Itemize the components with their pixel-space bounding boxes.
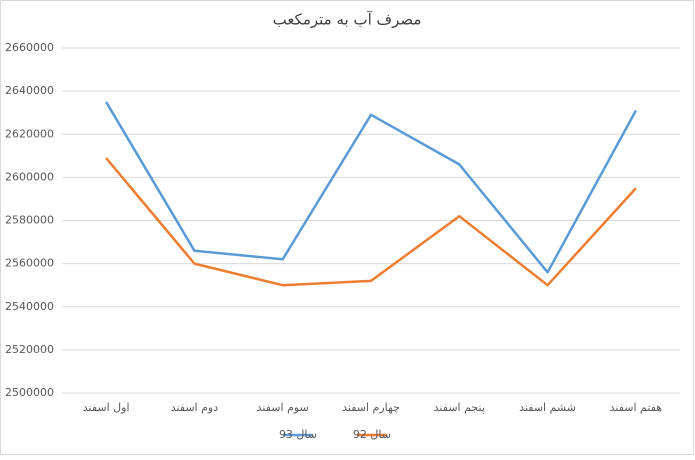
series-line	[105, 157, 637, 287]
y-tick-label: 2620000	[5, 127, 54, 140]
x-tick-label: اول اسفند	[83, 401, 130, 414]
x-tick-label: ششم اسفند	[519, 401, 576, 414]
series-line	[105, 101, 637, 274]
y-tick-label: 2640000	[5, 84, 54, 97]
legend-label: سال 93	[279, 428, 317, 441]
y-tick-label: 2540000	[5, 300, 54, 313]
y-tick-label: 2520000	[5, 343, 54, 356]
x-tick-label: سوم اسفند	[257, 401, 309, 414]
y-tick-label: 2600000	[5, 170, 54, 183]
y-tick-label: 2500000	[5, 386, 54, 399]
x-tick-label: دوم اسفند	[171, 401, 219, 414]
y-tick-label: 2560000	[5, 257, 54, 270]
x-tick-label: چهارم اسفند	[342, 401, 400, 414]
chart-title: مصرف آب به مترمکعب	[273, 11, 422, 29]
x-tick-label: پنجم اسفند	[434, 401, 485, 414]
y-tick-label: 2660000	[5, 41, 54, 54]
x-tick-label: هفتم اسفند	[610, 401, 663, 414]
legend-label: سال 92	[353, 428, 391, 441]
y-tick-label: 2580000	[5, 214, 54, 227]
